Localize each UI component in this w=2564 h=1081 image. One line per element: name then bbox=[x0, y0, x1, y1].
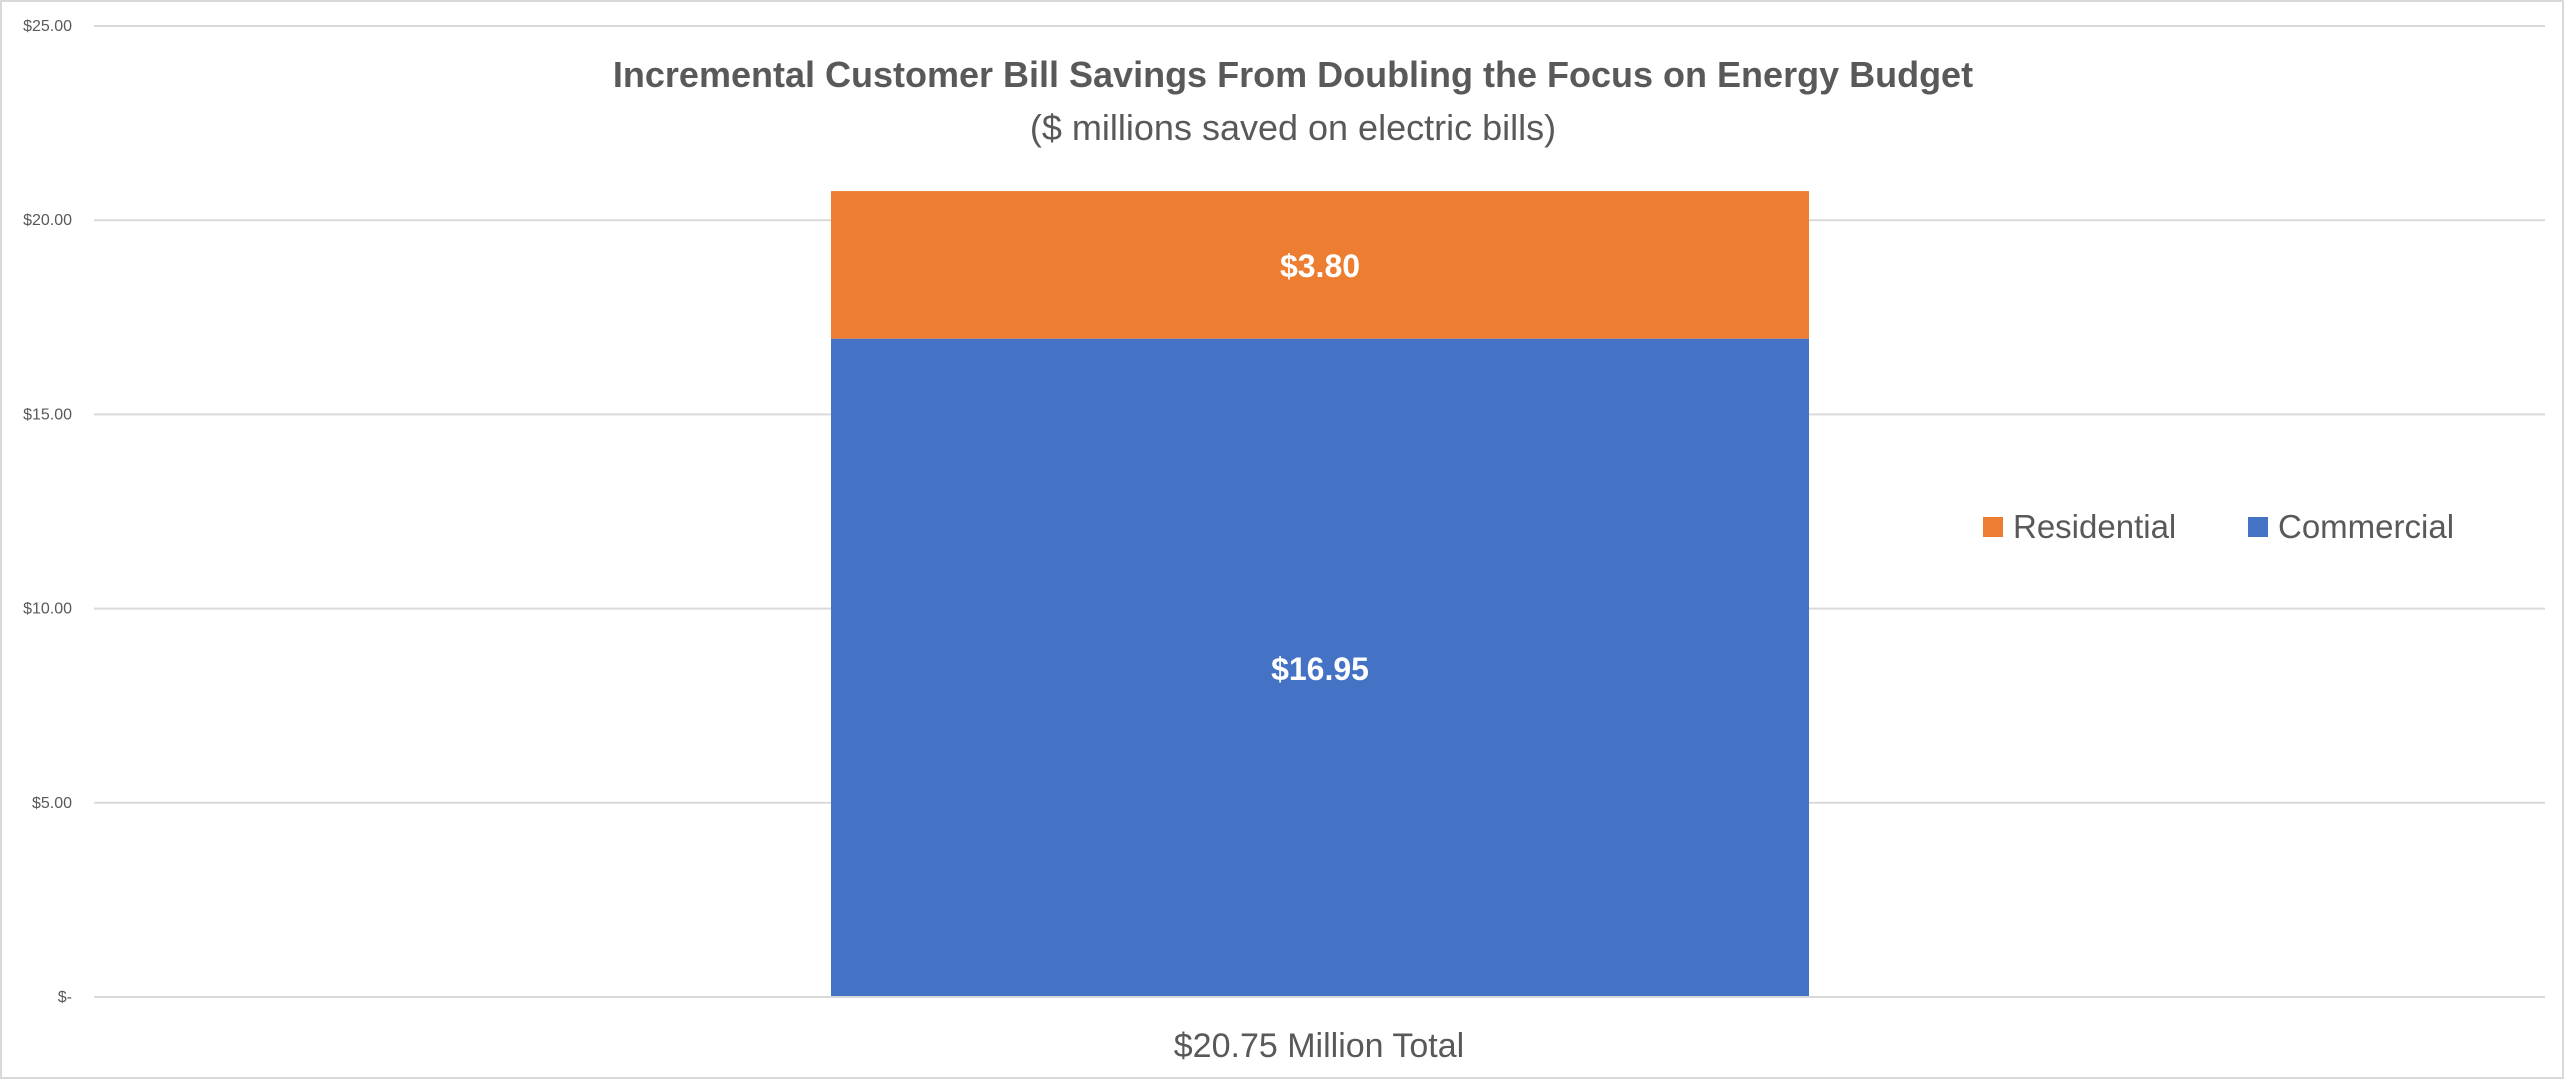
legend-swatch-commercial bbox=[2248, 517, 2268, 537]
legend-swatch-residential bbox=[1983, 517, 2003, 537]
y-tick-label: $- bbox=[58, 989, 72, 1006]
y-tick-label: $5.00 bbox=[32, 795, 72, 812]
legend: Residential Commercial bbox=[1983, 508, 2454, 545]
chart-subtitle: ($ millions saved on electric bills) bbox=[1030, 107, 1556, 148]
y-tick-label: $10.00 bbox=[23, 601, 72, 618]
category-label: $20.75 Million Total bbox=[1174, 1027, 1464, 1065]
bar-segment-residential bbox=[831, 191, 1809, 339]
y-axis-tick-labels: $- $5.00 $10.00 $15.00 $20.00 $25.00 bbox=[23, 18, 72, 1006]
y-tick-label: $25.00 bbox=[23, 18, 72, 35]
y-tick-label: $20.00 bbox=[23, 212, 72, 229]
bar-segment-commercial bbox=[831, 338, 1809, 997]
y-tick-label: $15.00 bbox=[23, 406, 72, 423]
legend-label-commercial: Commercial bbox=[2278, 508, 2454, 545]
legend-label-residential: Residential bbox=[2013, 508, 2176, 545]
data-label-residential: $3.80 bbox=[1280, 248, 1360, 284]
data-label-commercial: $16.95 bbox=[1271, 651, 1369, 687]
chart-title: Incremental Customer Bill Savings From D… bbox=[613, 54, 1973, 95]
bars bbox=[831, 191, 1809, 997]
data-labels: $16.95 $3.80 bbox=[1271, 248, 1369, 687]
